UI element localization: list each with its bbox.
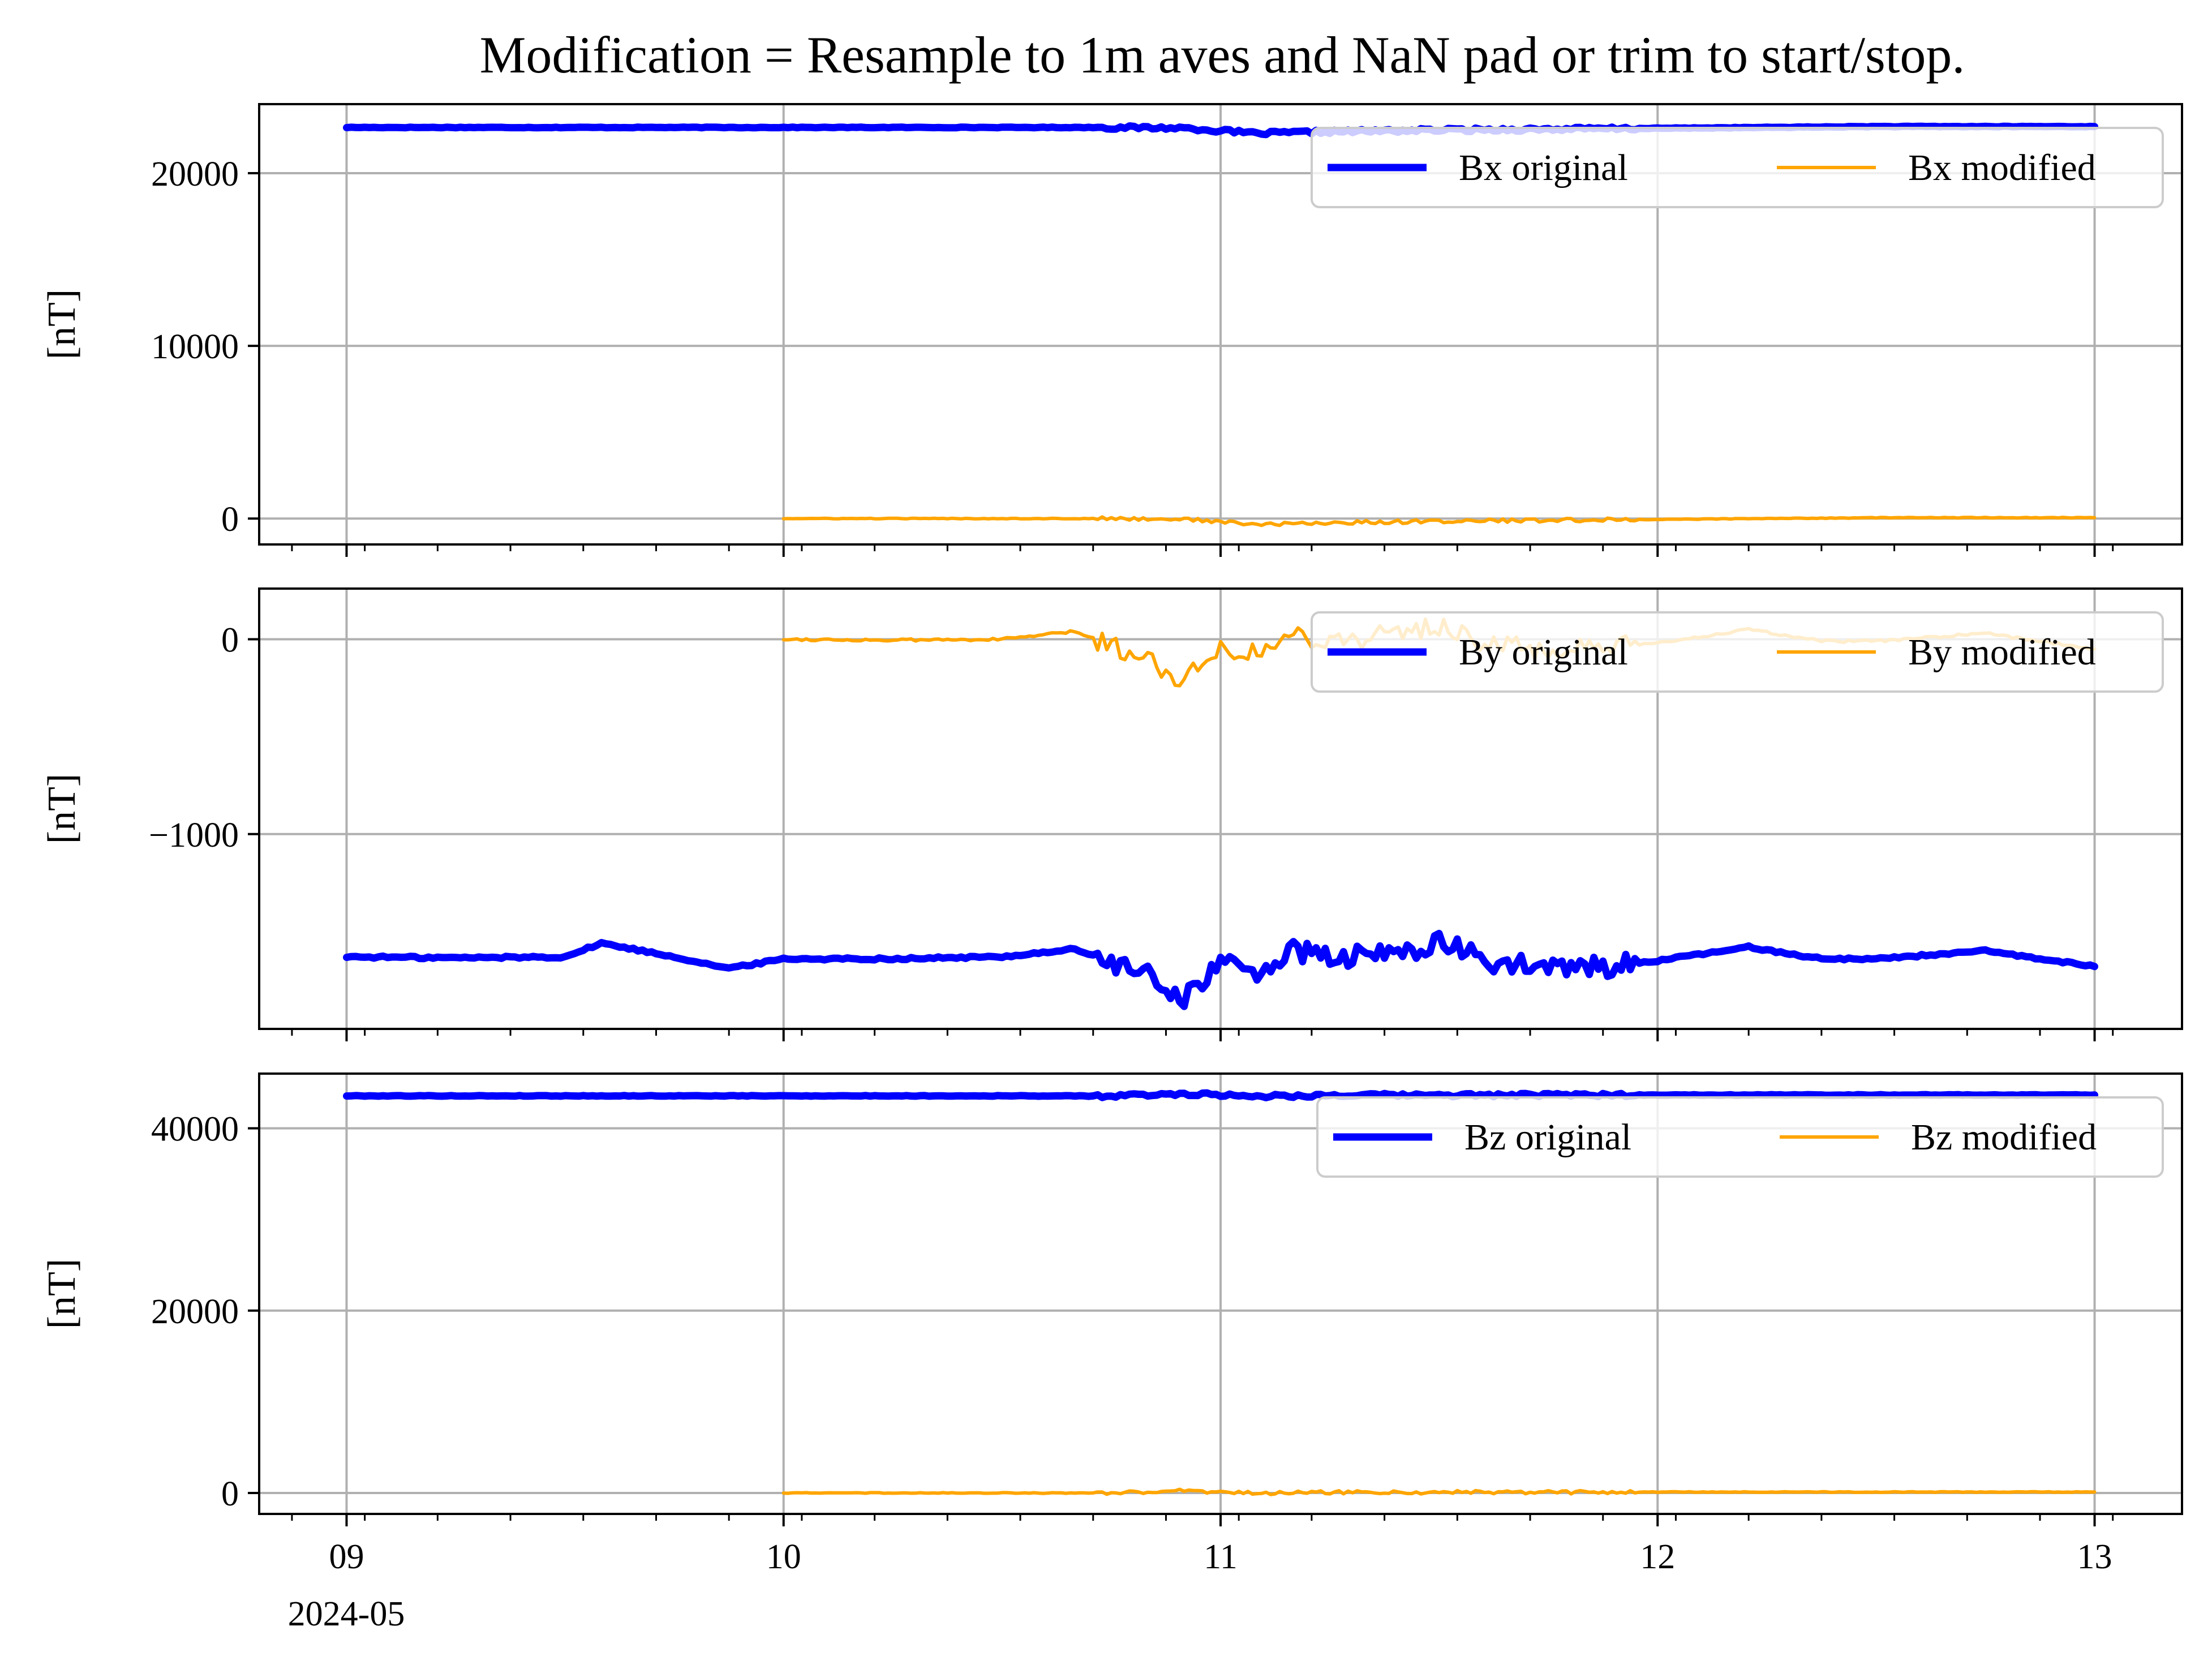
y-tick-label: 40000: [151, 1110, 239, 1149]
legend-label: Bx modified: [1908, 147, 2096, 188]
x-offset-label: 2024-05: [288, 1595, 405, 1633]
legend-label: By modified: [1908, 632, 2096, 673]
x-tick-label: 11: [1204, 1538, 1238, 1576]
panels: 0 10000 20000 [nT] Bx original Bx modified −10…: [40, 103, 2183, 1576]
legend-box: [1311, 611, 2164, 693]
panel-2: −1000 0 [nT] By original By modified: [40, 587, 2183, 1041]
legend-label: Bx original: [1459, 147, 1628, 188]
plot-area: [343, 1089, 2098, 1496]
legend-box: [1316, 1096, 2164, 1178]
panel-3: 0 20000 40000 09 10 11 12 13 [nT] Bz original Bz m…: [40, 1072, 2183, 1576]
y-axis-label: [nT]: [40, 289, 84, 359]
y-tick-label: 0: [221, 500, 239, 539]
y-tick-label: −1000: [149, 816, 239, 855]
legend-label: Bz original: [1464, 1117, 1631, 1158]
chart-title: Modification = Resample to 1m aves and N…: [480, 26, 1965, 84]
x-tick-label: 13: [2077, 1538, 2112, 1576]
series-line-bz-original: [343, 1089, 2098, 1101]
x-tick-label: 12: [1640, 1538, 1675, 1576]
legend-label: By original: [1459, 632, 1628, 673]
series-line-by-original: [343, 929, 2098, 1010]
y-axis-label: [nT]: [40, 774, 84, 844]
x-tick-label: 10: [766, 1538, 801, 1576]
y-axis-label: [nT]: [40, 1259, 84, 1329]
y-tick-label: 10000: [151, 328, 239, 366]
legend-label: Bz modified: [1911, 1117, 2097, 1158]
series-line-bz-modified: [781, 1487, 2097, 1496]
panel-1: 0 10000 20000 [nT] Bx original Bx modified: [40, 103, 2183, 557]
series-line-bx-modified: [781, 515, 2097, 527]
y-tick-label: 20000: [151, 155, 239, 194]
x-tick-label: 09: [329, 1538, 364, 1576]
y-tick-label: 0: [221, 1475, 239, 1513]
y-tick-label: 20000: [151, 1293, 239, 1331]
legend-box: [1311, 127, 2164, 208]
y-tick-label: 0: [221, 621, 239, 660]
